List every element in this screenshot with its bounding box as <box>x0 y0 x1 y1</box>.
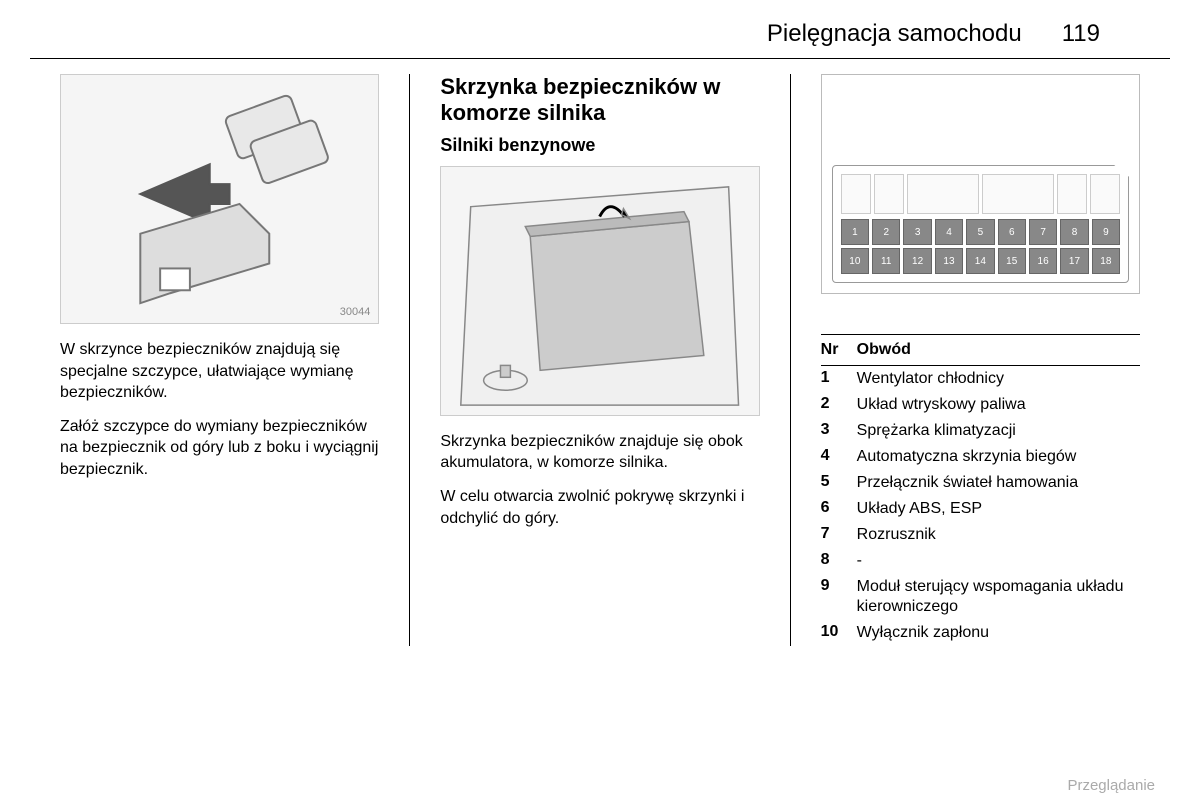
figure-fusebox-engine <box>440 166 759 416</box>
fuse-cell: 16 <box>1029 248 1057 274</box>
table-row: 7Rozrusznik <box>821 522 1140 548</box>
fuse-table-head: Nr Obwód <box>821 334 1140 366</box>
fuse-row-1: 1 2 3 4 5 6 7 8 9 <box>841 219 1120 245</box>
table-row: 6Układy ABS, ESP <box>821 496 1140 522</box>
paragraph: Załóż szczypce do wymiany bezpieczników … <box>60 416 379 481</box>
fuse-cell: 2 <box>872 219 900 245</box>
fuse-cell: 1 <box>841 219 869 245</box>
column-3: 1 2 3 4 5 6 7 8 9 10 11 12 13 <box>791 74 1170 646</box>
fuse-cell: 12 <box>903 248 931 274</box>
table-row: 2Układ wtryskowy paliwa <box>821 392 1140 418</box>
table-row: 8- <box>821 548 1140 574</box>
fuse-cell: 18 <box>1092 248 1120 274</box>
table-row: 10Wyłącznik zapłonu <box>821 620 1140 646</box>
table-row: 4Automatyczna skrzynia biegów <box>821 444 1140 470</box>
figure-id: 30044 <box>340 306 371 318</box>
fuse-cell: 9 <box>1092 219 1120 245</box>
fuse-cell: 14 <box>966 248 994 274</box>
table-row: 3Sprężarka klimatyzacji <box>821 418 1140 444</box>
subsection-heading: Silniki benzynowe <box>440 135 759 156</box>
fuse-cell: 17 <box>1060 248 1088 274</box>
fuse-cell: 6 <box>998 219 1026 245</box>
th-nr: Nr <box>821 341 857 359</box>
section-heading: Skrzynka bezpieczników w komorze silnika <box>440 74 759 127</box>
fuse-row-2: 10 11 12 13 14 15 16 17 18 <box>841 248 1120 274</box>
fuse-cell: 11 <box>872 248 900 274</box>
content-columns: 30044 W skrzynce bezpieczników znajdują … <box>0 59 1200 646</box>
paragraph: Skrzynka bezpieczników znajduje się obok… <box>440 431 759 474</box>
figure-fuse-pliers: 30044 <box>60 74 379 324</box>
fuse-cell: 15 <box>998 248 1026 274</box>
table-row: 5Przełącznik świateł hamowania <box>821 470 1140 496</box>
page-number: 119 <box>1062 20 1100 48</box>
page-header: Pielęgnacja samochodu 119 <box>30 0 1170 59</box>
fuse-cell: 7 <box>1029 219 1057 245</box>
column-2: Skrzynka bezpieczników w komorze silnika… <box>410 74 790 646</box>
fuse-cell: 10 <box>841 248 869 274</box>
paragraph: W skrzynce bezpieczników znajdują się sp… <box>60 339 379 404</box>
fuse-table: Nr Obwód 1Wentylator chłodnicy 2Układ wt… <box>821 334 1140 646</box>
table-row: 9Moduł sterujący wspomagania układu kier… <box>821 574 1140 620</box>
fuse-cell: 4 <box>935 219 963 245</box>
fuse-blank-row <box>841 174 1120 214</box>
fuse-cell: 5 <box>966 219 994 245</box>
chapter-title: Pielęgnacja samochodu <box>767 20 1022 48</box>
table-row: 1Wentylator chłodnicy <box>821 366 1140 392</box>
fuse-cell: 3 <box>903 219 931 245</box>
fuse-cell: 13 <box>935 248 963 274</box>
fuse-cell: 8 <box>1060 219 1088 245</box>
column-1: 30044 W skrzynce bezpieczników znajdują … <box>30 74 410 646</box>
footer-mode: Przeglądanie <box>1067 777 1155 794</box>
fusebox-diagram: 1 2 3 4 5 6 7 8 9 10 11 12 13 <box>821 74 1140 294</box>
th-obwod: Obwód <box>857 341 911 359</box>
paragraph: W celu otwarcia zwolnić pokrywę skrzynki… <box>440 486 759 529</box>
